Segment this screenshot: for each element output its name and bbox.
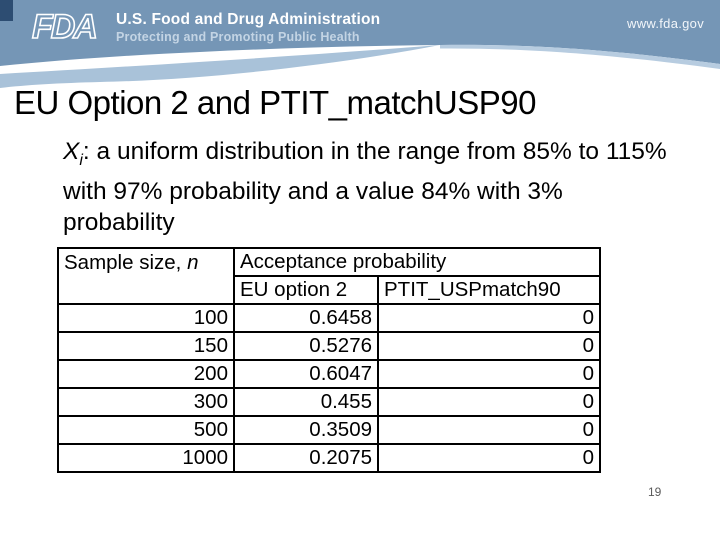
- svg-text:FDA: FDA: [32, 8, 96, 46]
- col-header-sample-size-label: Sample size,: [64, 251, 188, 274]
- cell-sample-size: 150: [57, 331, 235, 361]
- org-name: U.S. Food and Drug Administration: [116, 11, 381, 28]
- col-header-ptit-uspmatch90: PTIT_USPmatch90: [377, 275, 601, 305]
- table-row: 300 0.455 0: [57, 387, 601, 417]
- col-header-eu-option-2: EU option 2: [233, 275, 379, 305]
- table-row: 1000 0.2075 0: [57, 443, 601, 473]
- cell-eu-option-2: 0.3509: [233, 415, 379, 445]
- col-group-header-acceptance-probability: Acceptance probability: [233, 247, 601, 277]
- cell-ptit: 0: [377, 387, 601, 417]
- cell-sample-size: 1000: [57, 443, 235, 473]
- cell-eu-option-2: 0.6047: [233, 359, 379, 389]
- cell-sample-size: 300: [57, 387, 235, 417]
- table-row: 500 0.3509 0: [57, 415, 601, 445]
- page-number: 19: [648, 485, 662, 499]
- body-paragraph: Xi: a uniform distribution in the range …: [63, 136, 681, 238]
- variable-subscript-i: i: [79, 151, 83, 169]
- cell-ptit: 0: [377, 331, 601, 361]
- corner-accent-block: [0, 0, 13, 21]
- acceptance-probability-table: Sample size, n Acceptance probability EU…: [57, 247, 601, 473]
- cell-eu-option-2: 0.455: [233, 387, 379, 417]
- variable-x: X: [63, 138, 80, 165]
- cell-ptit: 0: [377, 415, 601, 445]
- table-header-row-1: Sample size, n Acceptance probability: [57, 247, 601, 305]
- cell-sample-size: 500: [57, 415, 235, 445]
- col-header-sample-size: Sample size, n: [57, 247, 235, 305]
- body-paragraph-text: : a uniform distribution in the range fr…: [63, 138, 667, 236]
- cell-ptit: 0: [377, 359, 601, 389]
- cell-eu-option-2: 0.6458: [233, 303, 379, 333]
- cell-ptit: 0: [377, 443, 601, 473]
- cell-eu-option-2: 0.2075: [233, 443, 379, 473]
- table-header-row-2: EU option 2 PTIT_USPmatch90: [58, 275, 601, 305]
- website-url: www.fda.gov: [627, 16, 705, 31]
- cell-ptit: 0: [377, 303, 601, 333]
- cell-sample-size: 100: [57, 303, 235, 333]
- org-tagline: Protecting and Promoting Public Health: [116, 30, 360, 44]
- fda-logo-icon: FDA: [30, 6, 112, 48]
- table-row: 150 0.5276 0: [57, 331, 601, 361]
- col-header-n-variable: n: [187, 251, 199, 274]
- cell-eu-option-2: 0.5276: [233, 331, 379, 361]
- header-band-swoosh: [0, 0, 720, 88]
- cell-sample-size: 200: [57, 359, 235, 389]
- slide-title: EU Option 2 and PTIT_matchUSP90: [14, 84, 536, 121]
- table-row: 200 0.6047 0: [57, 359, 601, 389]
- table-row: 100 0.6458 0: [57, 303, 601, 333]
